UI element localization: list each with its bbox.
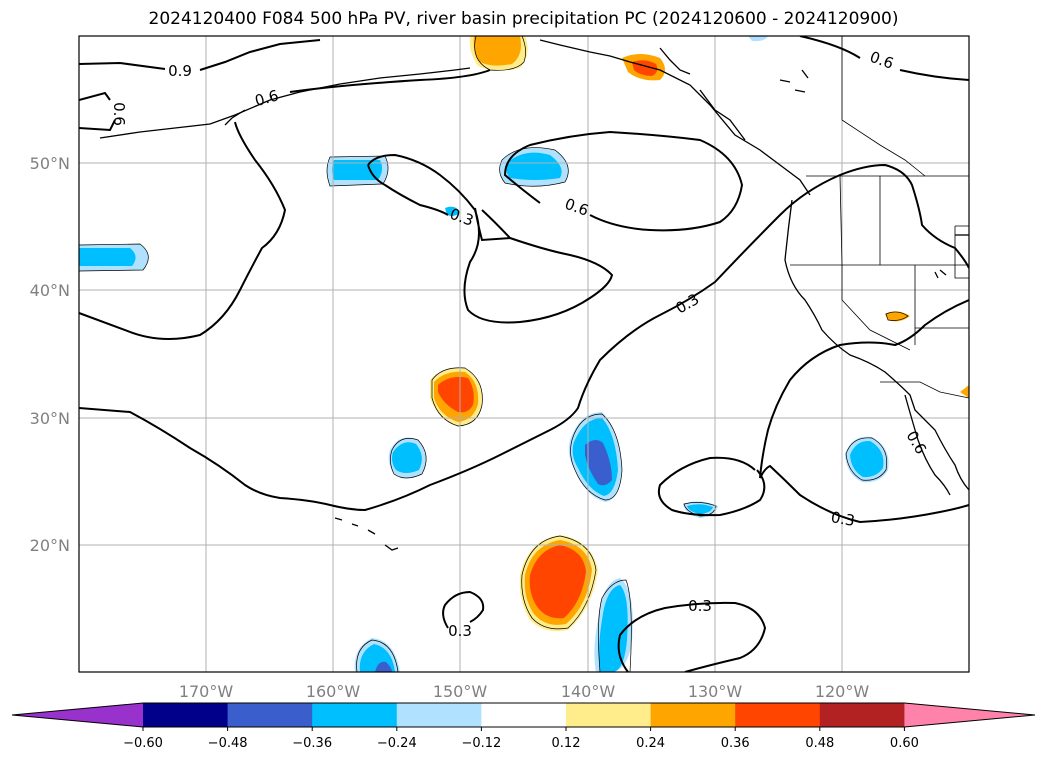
svg-text:0.3: 0.3 [688,597,712,615]
colorbar-tick-label: −0.48 [208,736,248,751]
map-area: 0.9 0.6 0.6 0.6 0.3 0.6 0.3 0.3 0.3 0.3 … [79,36,969,672]
svg-text:130°W: 130°W [688,682,743,701]
colorbar-tick-label: 0.60 [890,736,919,751]
svg-text:0.9: 0.9 [168,62,192,80]
latitude-labels: 50°N 40°N 30°N 20°N [30,154,70,555]
map-title: 2024120400 F084 500 hPa PV, river basin … [148,9,899,29]
colorbar-segment [481,703,567,727]
precipitation-anomaly-fills [79,36,969,672]
colorbar-segment [735,703,821,727]
colorbar-segment [650,703,736,727]
colorbar-tick-label: −0.24 [377,736,417,751]
svg-text:0.6: 0.6 [110,102,128,126]
colorbar-extend-min [12,703,143,727]
svg-text:140°W: 140°W [561,682,616,701]
colorbar-segment [396,703,482,727]
svg-text:40°N: 40°N [30,281,70,300]
svg-text:0.6: 0.6 [253,86,281,110]
colorbar-tick-label: 0.48 [805,736,834,751]
svg-text:0.6: 0.6 [867,48,896,73]
svg-text:0.3: 0.3 [447,205,476,230]
colorbar-segment [566,703,652,727]
colorbar-tick-label: −0.36 [292,736,332,751]
colorbar-extend-max [904,703,1035,727]
anomaly-outlines [79,36,909,672]
colorbar-tick-label: 0.24 [636,736,665,751]
colorbar-segment [227,703,313,727]
colorbar-tick-label: 0.36 [721,736,750,751]
longitude-labels: 170°W 160°W 150°W 140°W 130°W 120°W [179,682,870,701]
colorbar: −0.60 −0.48 −0.36 −0.24 −0.12 0.12 0.24 0.36 0.4… [11,702,1036,751]
colorbar-tick-label: 0.12 [552,736,581,751]
colorbar-tick-label: −0.12 [461,736,501,751]
svg-text:0.6: 0.6 [562,195,591,220]
svg-text:50°N: 50°N [30,154,70,173]
pv-contours [79,36,969,672]
map-frame [78,35,970,673]
svg-text:20°N: 20°N [30,536,70,555]
svg-text:170°W: 170°W [179,682,234,701]
contour-labels: 0.9 0.6 0.6 0.6 0.3 0.6 0.3 0.3 0.3 0.3 … [110,48,930,640]
svg-text:0.3: 0.3 [448,622,472,640]
svg-text:160°W: 160°W [306,682,361,701]
svg-text:30°N: 30°N [30,409,70,428]
svg-text:150°W: 150°W [433,682,488,701]
state-borders [790,36,969,399]
svg-text:0.3: 0.3 [830,508,857,530]
svg-text:120°W: 120°W [815,682,870,701]
svg-text:0.6: 0.6 [903,428,931,458]
colorbar-segment [819,703,905,727]
gridlines [79,36,969,672]
colorbar-segment [143,703,229,727]
colorbar-segment [312,703,398,727]
coastlines [99,39,969,551]
colorbar-tick-label: −0.60 [123,736,163,751]
